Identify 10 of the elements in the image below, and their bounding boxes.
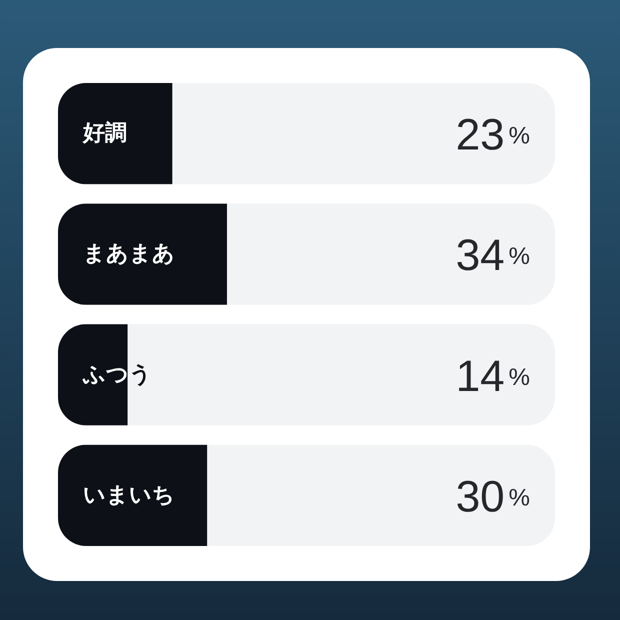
data-label: 14% [456,352,530,401]
data-label: 34% [456,231,530,280]
bar [58,324,128,426]
data-label: 30% [456,472,530,522]
y-tick-label: まあまあ [83,242,175,267]
y-tick-label: 好調 [82,120,127,146]
y-tick-label: いまいち [83,482,175,508]
bar [58,83,172,184]
y-tick-label: ふつう [82,362,152,388]
data-label: 23% [456,110,530,160]
